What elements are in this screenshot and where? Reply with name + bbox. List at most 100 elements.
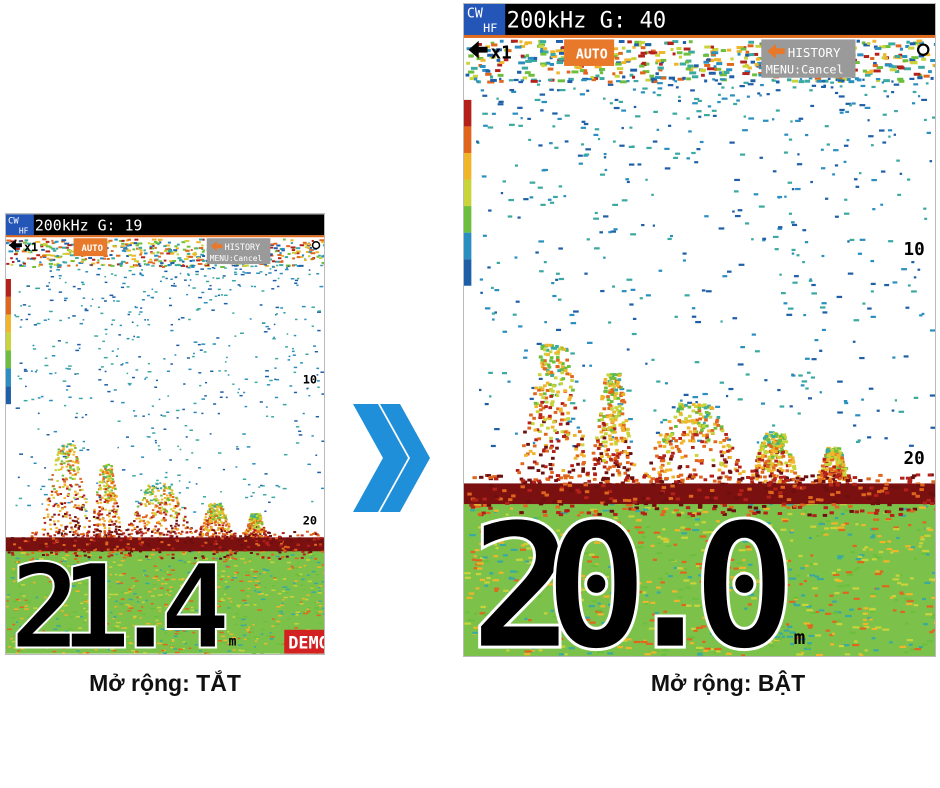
echo-dot bbox=[186, 293, 189, 296]
echo-dot bbox=[109, 492, 112, 495]
echo-dot bbox=[796, 653, 804, 656]
echo-dot bbox=[142, 520, 145, 523]
echo-dot bbox=[86, 652, 90, 654]
echo-dot bbox=[111, 509, 114, 512]
echo-dot bbox=[53, 263, 57, 266]
echo-dot bbox=[160, 512, 163, 515]
echo-dot bbox=[71, 464, 75, 467]
echo-dot bbox=[69, 538, 73, 541]
echo-dot bbox=[612, 580, 617, 583]
echo-dot bbox=[48, 478, 52, 481]
echo-dot bbox=[708, 604, 716, 608]
echo-dot bbox=[137, 538, 141, 541]
echo-dot bbox=[291, 567, 295, 569]
echo-dot bbox=[239, 394, 243, 397]
echo-dot bbox=[308, 269, 311, 271]
echo-dot bbox=[484, 612, 492, 616]
echo-dot bbox=[270, 636, 275, 638]
echo-dot bbox=[11, 539, 15, 542]
echo-dot bbox=[46, 570, 51, 573]
echo-dot bbox=[55, 526, 58, 529]
echo-dot bbox=[239, 535, 243, 538]
echo-dot bbox=[845, 571, 853, 574]
echo-dot bbox=[257, 609, 262, 611]
echo-dot bbox=[223, 529, 227, 532]
echo-dot bbox=[144, 378, 147, 380]
echo-dot bbox=[710, 59, 715, 63]
echo-dot bbox=[887, 540, 892, 543]
echo-dot bbox=[164, 501, 167, 504]
echo-dot bbox=[73, 563, 78, 566]
echo-dot bbox=[105, 241, 110, 244]
echo-dot bbox=[214, 532, 218, 535]
echo-dot bbox=[206, 521, 209, 524]
echo-dot bbox=[182, 524, 185, 527]
echo-dot bbox=[186, 255, 190, 258]
echo-dot bbox=[251, 516, 254, 519]
echo-dot bbox=[290, 242, 293, 245]
echo-dot bbox=[295, 604, 299, 606]
echo-dot bbox=[127, 523, 131, 526]
echo-dot bbox=[29, 574, 32, 576]
echo-dot bbox=[702, 640, 706, 643]
echo-dot bbox=[202, 255, 206, 258]
echo-dot bbox=[73, 530, 77, 533]
echo-dot bbox=[650, 49, 656, 53]
echo-dot bbox=[63, 462, 66, 465]
echo-dot bbox=[148, 436, 151, 438]
echo-dot bbox=[215, 518, 218, 521]
echo-dot bbox=[53, 430, 58, 433]
echo-dot bbox=[113, 548, 117, 551]
echo-dot bbox=[211, 528, 214, 531]
echo-dot bbox=[285, 555, 289, 558]
echo-dot bbox=[268, 558, 271, 561]
echo-dot bbox=[611, 55, 618, 59]
echo-dot bbox=[72, 533, 75, 536]
echo-dot bbox=[205, 381, 208, 384]
echo-dot bbox=[87, 599, 93, 601]
echo-dot bbox=[222, 275, 226, 277]
echo-dot bbox=[193, 254, 197, 257]
echo-dot bbox=[115, 513, 118, 516]
echo-dot bbox=[806, 646, 811, 649]
echo-dot bbox=[118, 334, 121, 336]
echo-dot bbox=[244, 571, 250, 573]
echo-dot bbox=[594, 521, 598, 524]
color-scale bbox=[6, 386, 11, 405]
echo-dot bbox=[57, 566, 60, 568]
echo-dot bbox=[917, 76, 923, 80]
echo-dot bbox=[849, 608, 854, 611]
echo-dot bbox=[545, 630, 550, 633]
echo-dot bbox=[713, 651, 717, 654]
echo-dot bbox=[52, 505, 55, 508]
echo-dot bbox=[577, 514, 581, 517]
echo-dot bbox=[143, 636, 149, 639]
echo-dot bbox=[308, 610, 311, 612]
echo-dot bbox=[808, 536, 812, 540]
echo-dot bbox=[119, 262, 123, 265]
echo-dot bbox=[69, 459, 72, 462]
echo-dot bbox=[773, 635, 781, 639]
echo-dot bbox=[655, 72, 659, 76]
echo-dot bbox=[321, 261, 324, 264]
echo-dot bbox=[64, 242, 70, 245]
echo-dot bbox=[82, 319, 85, 321]
echo-dot bbox=[212, 529, 216, 532]
echo-dot bbox=[95, 592, 99, 594]
echo-dot bbox=[110, 496, 113, 499]
echo-dot bbox=[156, 479, 159, 482]
echo-dot bbox=[71, 647, 75, 649]
echo-dot bbox=[96, 620, 101, 622]
echo-dot bbox=[660, 537, 668, 540]
echo-dot bbox=[535, 537, 540, 540]
echo-dot bbox=[117, 516, 120, 519]
echo-dot bbox=[703, 649, 709, 652]
echo-dot bbox=[60, 638, 64, 640]
echo-dot bbox=[170, 508, 173, 511]
echo-dot bbox=[821, 531, 826, 535]
echo-dot bbox=[51, 247, 56, 250]
echo-dot bbox=[119, 265, 123, 268]
echo-dot bbox=[49, 372, 53, 375]
echo-dot bbox=[248, 631, 251, 633]
echo-dot bbox=[250, 520, 254, 523]
